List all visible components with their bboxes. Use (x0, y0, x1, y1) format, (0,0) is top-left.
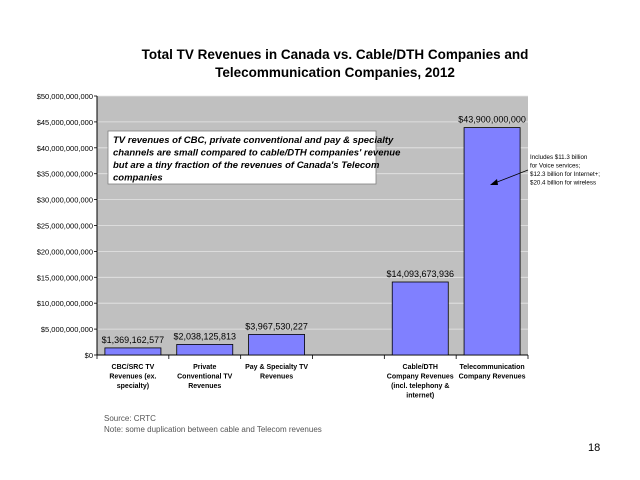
bar-value-label: $3,967,530,227 (245, 321, 308, 331)
y-tick-label: $35,000,000,000 (37, 170, 93, 179)
category-label: specialty) (117, 383, 149, 390)
bar-value-label: $14,093,673,936 (386, 269, 454, 279)
category-label: Revenues (260, 374, 293, 381)
category-label: Company Revenues (387, 374, 454, 381)
bar-value-label: $1,369,162,577 (102, 335, 165, 345)
y-tick-label: $45,000,000,000 (37, 118, 93, 127)
category-label: Pay & Specialty TV (245, 364, 308, 371)
bar (104, 347, 162, 356)
y-tick-label: $0 (85, 351, 93, 360)
category-label: CBC/SRC TV (112, 364, 155, 371)
y-tick-label: $50,000,000,000 (37, 92, 93, 101)
bar (391, 281, 449, 356)
bar (248, 334, 305, 356)
side-note-text: Includes $11.3 billion (530, 154, 588, 161)
annotation-text: companies (113, 173, 163, 184)
category-label: Revenues (188, 383, 221, 390)
y-tick-label: $10,000,000,000 (37, 299, 93, 308)
page-number: 18 (588, 442, 601, 454)
side-note-text: $20.4 billion for wireless (530, 180, 596, 187)
y-tick-label: $25,000,000,000 (37, 222, 93, 231)
category-label: Revenues (ex. (109, 374, 156, 381)
arrow-head (490, 179, 498, 185)
side-note-text: for Voice services; (530, 163, 580, 170)
annotation-text: but are a tiny fraction of the revenues … (113, 160, 380, 171)
y-tick-label: $40,000,000,000 (37, 144, 93, 153)
side-note-arrow (491, 169, 529, 185)
chart-title-line-2: Telecommunication Companies, 2012 (215, 65, 455, 80)
annotation-text: channels are small compared to cable/DTH… (113, 148, 401, 159)
y-tick-label: $30,000,000,000 (37, 196, 93, 205)
category-label: Private (193, 364, 216, 371)
category-label: Conventional TV (177, 374, 233, 381)
y-tick-label: $20,000,000,000 (37, 247, 93, 256)
y-tick-label: $15,000,000,000 (37, 273, 93, 282)
bar (463, 127, 521, 356)
side-note-text: $12.3 billion for Internet+; (530, 171, 600, 178)
category-label: internet) (406, 393, 434, 400)
category-label: (incl. telephony & (391, 383, 449, 390)
category-label: Telecommunication (459, 364, 524, 371)
bar (176, 344, 234, 356)
annotation-box (107, 130, 377, 185)
category-label: Cable/DTH (403, 364, 438, 371)
category-label: Company Revenues (459, 374, 526, 381)
bar-value-label: $2,038,125,813 (173, 331, 236, 341)
source-note: Source: CRTC (104, 414, 156, 423)
chart-title-line-1: Total TV Revenues in Canada vs. Cable/DT… (141, 47, 529, 62)
y-tick-label: $5,000,000,000 (41, 325, 93, 334)
annotation-text: TV revenues of CBC, private conventional… (113, 135, 394, 146)
bar-value-label: $43,900,000,000 (458, 115, 526, 125)
duplication-note: Note: some duplication between cable and… (104, 425, 322, 434)
